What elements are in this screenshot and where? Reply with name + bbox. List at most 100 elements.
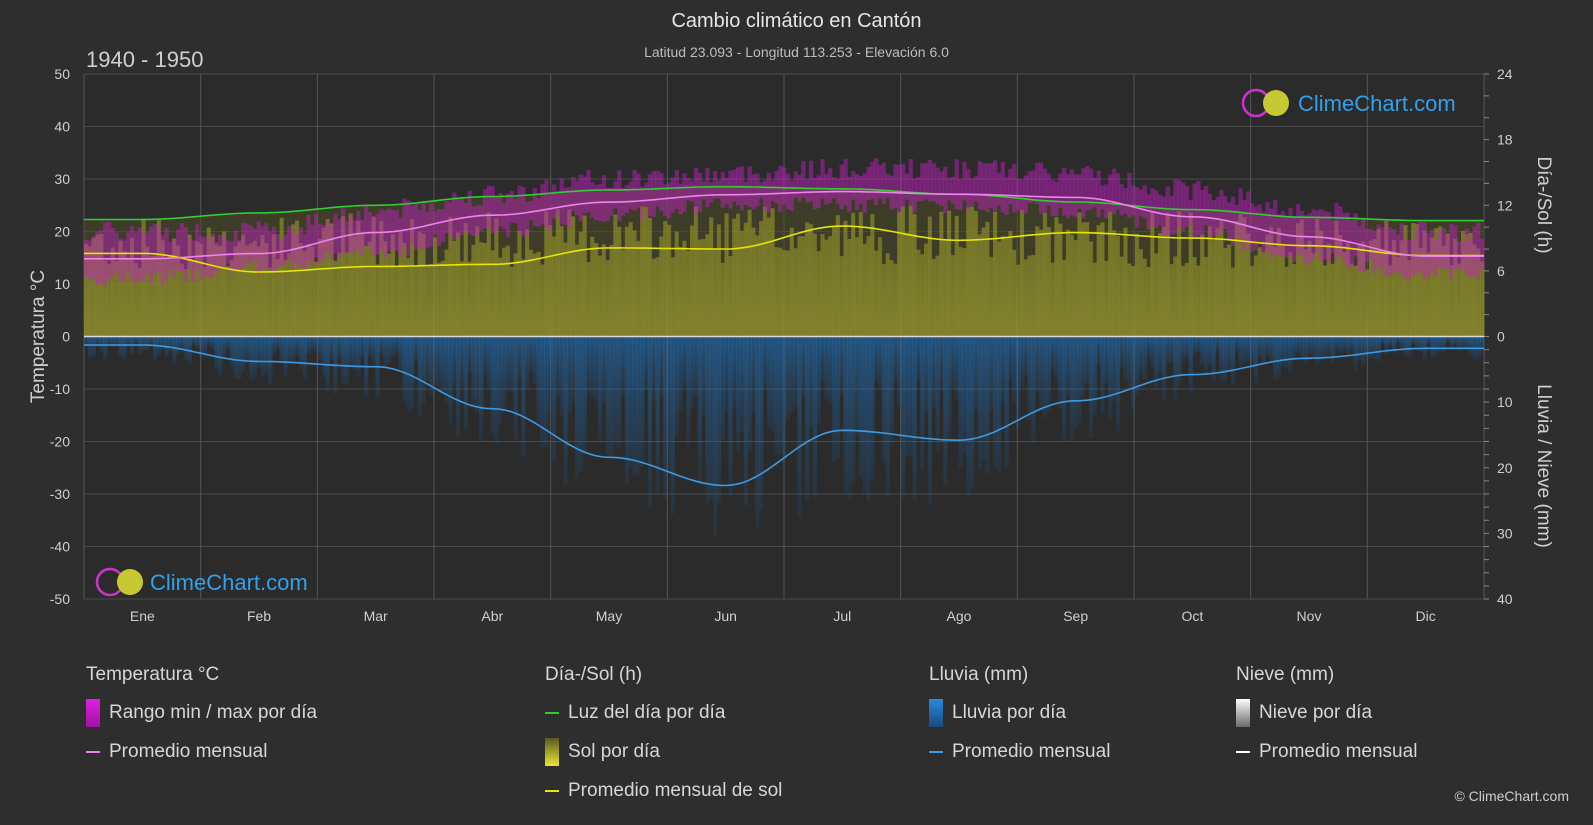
sunshine-bar <box>1215 227 1220 337</box>
temp-range-bar <box>881 162 887 205</box>
temp-range-bar <box>252 228 258 261</box>
sunshine-bar <box>1368 240 1374 337</box>
rain-bar <box>1449 336 1454 350</box>
sunshine-bar <box>605 260 610 337</box>
sunshine-bar <box>248 243 254 337</box>
rain-bar <box>594 336 599 401</box>
sunshine-bar <box>1088 241 1094 337</box>
rain-bar <box>1069 336 1074 441</box>
rain-bar <box>214 336 219 370</box>
rain-bar <box>1046 336 1051 412</box>
rain-bar <box>456 336 461 439</box>
rain-bar <box>1200 336 1205 365</box>
temp-range-bar <box>732 169 737 202</box>
temp-range-bar <box>578 174 584 222</box>
sunshine-bar <box>828 236 833 337</box>
rain-bar <box>762 336 768 388</box>
rain-bar <box>1177 336 1182 387</box>
rain-bar <box>985 336 990 474</box>
rain-bar <box>966 336 971 496</box>
temp-range-bar <box>153 223 158 275</box>
sunshine-bar <box>1058 223 1063 337</box>
sunshine-bar <box>885 253 890 337</box>
sunshine-bar <box>1042 212 1048 337</box>
temp-range-bar <box>916 176 921 202</box>
rain-bar <box>206 336 211 347</box>
temp-range-bar <box>164 227 169 280</box>
x-tick-label: May <box>596 608 622 624</box>
rain-bar <box>498 336 503 425</box>
temp-range-bar <box>448 202 453 235</box>
rain-bar <box>551 336 557 463</box>
rain-bar <box>1414 336 1420 349</box>
rain-bar <box>812 336 818 498</box>
sunshine-bar <box>636 240 641 337</box>
rain-bar <box>981 336 986 461</box>
legend-sun-title: Día-/Sol (h) <box>545 664 643 685</box>
sunshine-bar <box>1108 211 1113 337</box>
sunshine-bar <box>831 226 837 337</box>
sunshine-bar <box>410 219 415 337</box>
rain-bar <box>210 336 215 350</box>
temp-range-bar <box>133 232 139 284</box>
sunshine-bar <box>736 213 741 337</box>
temp-range-bar <box>701 181 706 200</box>
temp-range-bar <box>1273 199 1278 255</box>
rain-bar <box>958 336 963 468</box>
sunshine-bar <box>1380 250 1385 337</box>
y-tick-label: 10 <box>54 276 70 292</box>
sunshine-bar <box>1391 239 1397 337</box>
rain-bar <box>1134 336 1140 395</box>
temp-range-bar <box>229 241 234 273</box>
temp-range-bar <box>126 232 131 273</box>
rain-bar <box>1180 336 1186 362</box>
temp-range-bar <box>306 215 311 262</box>
rain-bar <box>950 336 956 389</box>
temp-range-bar <box>1342 212 1347 261</box>
sunshine-bar <box>812 233 818 337</box>
temp-range-bar <box>1088 168 1094 210</box>
rain-bar <box>801 336 806 398</box>
rain-bar <box>390 336 396 358</box>
y-tick-label: 40 <box>54 119 70 135</box>
rain-bar <box>797 336 802 518</box>
rain-bar <box>505 336 511 392</box>
temp-range-bar <box>479 205 484 232</box>
temp-range-bar <box>156 226 162 273</box>
legend-temp-title: Temperatura °C <box>86 664 220 685</box>
temp-range-bar <box>413 203 419 250</box>
temp-range-bar <box>1476 222 1481 281</box>
rain-bar <box>410 336 415 409</box>
sunshine-bar <box>586 261 591 337</box>
rain-bar <box>571 336 576 403</box>
rain-bar <box>1395 336 1401 344</box>
sunshine-bar <box>348 213 353 337</box>
sunshine-bar <box>1292 263 1297 337</box>
rain-bar <box>256 336 261 368</box>
rain-bar <box>1077 336 1082 424</box>
rain-bar <box>709 336 714 500</box>
y-tick-label: 50 <box>54 66 70 82</box>
temp-range-bar <box>314 213 319 258</box>
rain-bar <box>168 336 173 351</box>
sunshine-bar <box>1004 237 1009 337</box>
rain-bar <box>268 336 273 384</box>
temp-range-bar <box>1023 175 1028 214</box>
rain-bar <box>1284 336 1289 368</box>
sunshine-bar <box>110 247 116 337</box>
sunshine-bar <box>494 218 499 337</box>
sunshine-bar <box>202 266 208 337</box>
temp-range-bar <box>966 168 971 212</box>
rain-bar <box>912 336 917 502</box>
temp-range-bar <box>1131 185 1136 216</box>
rain-bar <box>927 336 933 505</box>
rain-bar <box>1157 336 1163 373</box>
sunshine-bar <box>674 231 679 337</box>
rain-bar <box>854 336 860 436</box>
temp-range-bar <box>1035 162 1040 205</box>
sunshine-bar <box>597 255 603 337</box>
rain-bar <box>1092 336 1098 415</box>
sunshine-bar <box>801 236 806 337</box>
sunshine-bar <box>241 234 246 337</box>
rain-bar <box>1361 336 1366 365</box>
